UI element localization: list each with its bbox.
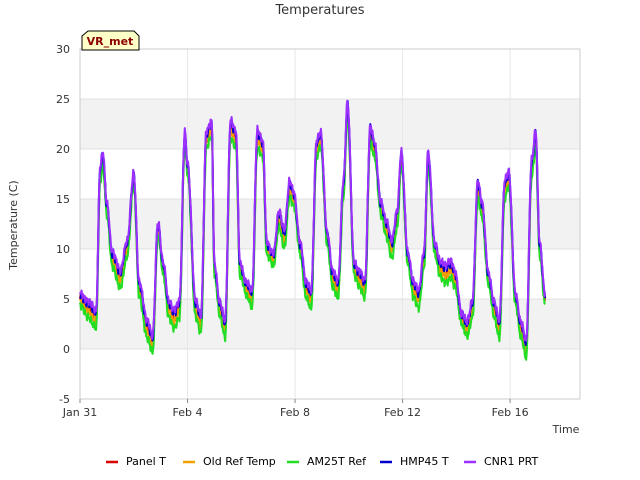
plot-background-bands bbox=[80, 49, 580, 399]
y-tick-label: 5 bbox=[63, 293, 70, 306]
legend-label: AM25T Ref bbox=[307, 455, 367, 468]
plot-band bbox=[80, 349, 580, 399]
x-tick-label: Feb 8 bbox=[280, 406, 310, 419]
x-tick-label: Feb 12 bbox=[384, 406, 421, 419]
x-tick-label: Feb 4 bbox=[173, 406, 203, 419]
y-tick-label: 20 bbox=[56, 143, 70, 156]
y-tick-label: 30 bbox=[56, 43, 70, 56]
legend-label: Panel T bbox=[126, 455, 166, 468]
y-tick-label: 15 bbox=[56, 193, 70, 206]
x-axis-title: Time bbox=[552, 423, 580, 436]
plot-frame bbox=[79, 48, 581, 400]
legend-label: CNR1 PRT bbox=[484, 455, 539, 468]
y-axis-ticks: -5 0 5 10 15 20 25 30 bbox=[56, 43, 70, 406]
plot-band bbox=[80, 149, 580, 199]
series-line-cnr1-prt bbox=[79, 99, 547, 342]
y-tick-label: 0 bbox=[63, 343, 70, 356]
x-tick-label: Feb 16 bbox=[492, 406, 529, 419]
legend-label: HMP45 T bbox=[400, 455, 449, 468]
series-layer bbox=[79, 99, 547, 361]
y-tick-label: -5 bbox=[59, 393, 70, 406]
y-tick-label: 10 bbox=[56, 243, 70, 256]
x-axis-ticks: Jan 31 Feb 4 Feb 8 Feb 12 Feb 16 bbox=[62, 399, 529, 419]
site-label: VR_met bbox=[87, 35, 134, 48]
legend-label: Old Ref Temp bbox=[203, 455, 276, 468]
plot-band bbox=[80, 99, 580, 149]
site-label-box: VR_met bbox=[81, 30, 140, 51]
plot-band bbox=[80, 49, 580, 99]
y-tick-label: 25 bbox=[56, 93, 70, 106]
legend: Panel T Old Ref Temp AM25T Ref HMP45 T CNR1 … bbox=[106, 455, 539, 468]
chart-title: Temperatures bbox=[274, 3, 364, 18]
y-axis-title: Temperature (C) bbox=[7, 180, 20, 270]
x-tick-label: Jan 31 bbox=[62, 406, 97, 419]
